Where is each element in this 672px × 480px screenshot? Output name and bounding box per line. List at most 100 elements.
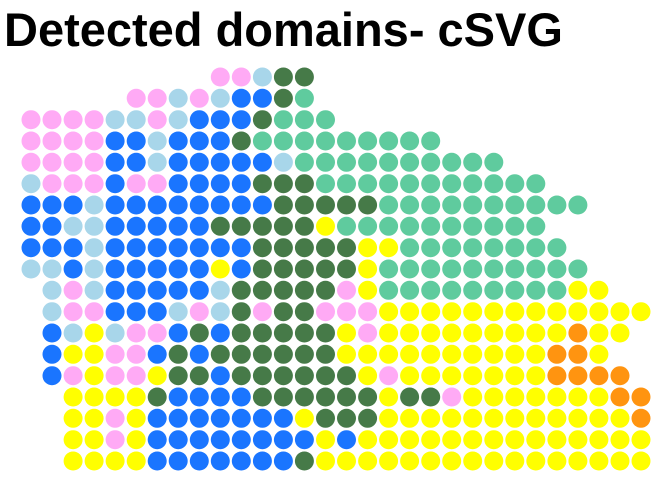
spot-B [126, 131, 146, 151]
spot-T [421, 238, 441, 258]
spot-T [316, 110, 335, 130]
spot-B [189, 451, 209, 471]
spot-G [273, 195, 293, 215]
spot-B [189, 387, 209, 407]
spot-B [231, 195, 251, 215]
spot-P [252, 302, 272, 322]
spot-Y [526, 430, 546, 450]
spot-Y [463, 366, 483, 386]
spot-Y [84, 451, 104, 471]
spot-G [316, 387, 335, 407]
spot-P [21, 110, 41, 130]
spot-G [273, 88, 293, 108]
spot-B [105, 280, 125, 300]
spot-T [379, 131, 399, 151]
spot-Y [421, 302, 441, 322]
spot-G [316, 238, 335, 258]
spot-Y [84, 344, 104, 364]
spot-Y [379, 408, 399, 428]
spot-B [189, 152, 209, 172]
spot-Y [631, 451, 651, 471]
spot-Y [379, 238, 399, 258]
spot-B [168, 280, 188, 300]
spot-B [147, 280, 167, 300]
spot-Y [379, 387, 399, 407]
spot-B [231, 152, 251, 172]
spot-G [189, 323, 209, 343]
spot-B [42, 238, 62, 258]
spot-T [421, 152, 441, 172]
spot-L [147, 152, 167, 172]
spot-T [337, 131, 356, 151]
spot-T [463, 195, 483, 215]
spot-Y [547, 302, 567, 322]
spot-Y [358, 344, 378, 364]
spot-Y [568, 387, 588, 407]
spot-B [105, 195, 125, 215]
spot-Y [568, 430, 588, 450]
spot-B [168, 259, 188, 279]
spot-G [294, 302, 314, 322]
spot-T [463, 280, 483, 300]
spot-B [210, 238, 230, 258]
spot-Y [379, 344, 399, 364]
spot-P [337, 302, 356, 322]
spot-O [568, 366, 588, 386]
spot-Y [463, 408, 483, 428]
spot-B [42, 323, 62, 343]
spot-T [505, 280, 525, 300]
spot-B [147, 216, 167, 236]
spot-B [252, 451, 272, 471]
spot-Y [610, 408, 630, 428]
spot-Y [484, 451, 504, 471]
spot-B [126, 302, 146, 322]
spot-P [316, 302, 335, 322]
spot-P [42, 131, 62, 151]
spot-B [337, 430, 356, 450]
spot-L [168, 110, 188, 130]
spot-Y [505, 344, 525, 364]
spot-B [147, 430, 167, 450]
spot-T [526, 174, 546, 194]
spot-Y [316, 430, 335, 450]
spot-Y [337, 323, 356, 343]
spot-G [294, 366, 314, 386]
spot-B [210, 323, 230, 343]
spot-G [252, 174, 272, 194]
spot-G [231, 280, 251, 300]
spot-G [252, 323, 272, 343]
spot-Y [505, 430, 525, 450]
spot-B [126, 238, 146, 258]
spot-Y [442, 344, 462, 364]
spot-L [21, 174, 41, 194]
spot-T [505, 216, 525, 236]
spot-G [273, 387, 293, 407]
spot-Y [505, 408, 525, 428]
spot-Y [505, 323, 525, 343]
spot-G [294, 216, 314, 236]
spot-B [189, 174, 209, 194]
spot-Y [126, 451, 146, 471]
spot-T [316, 152, 335, 172]
spot-G [273, 366, 293, 386]
spot-L [147, 131, 167, 151]
spot-B [210, 430, 230, 450]
spot-P [358, 323, 378, 343]
spot-B [42, 195, 62, 215]
spot-Y [400, 451, 420, 471]
spot-T [294, 152, 314, 172]
spot-B [189, 216, 209, 236]
spot-Y [379, 430, 399, 450]
spot-B [189, 344, 209, 364]
spot-Y [379, 323, 399, 343]
spot-G [294, 387, 314, 407]
spot-Y [589, 280, 609, 300]
spot-T [463, 259, 483, 279]
spot-P [21, 131, 41, 151]
spot-P [105, 366, 125, 386]
spot-B [168, 131, 188, 151]
spot-O [547, 366, 567, 386]
spot-G [252, 344, 272, 364]
spot-Y [631, 430, 651, 450]
